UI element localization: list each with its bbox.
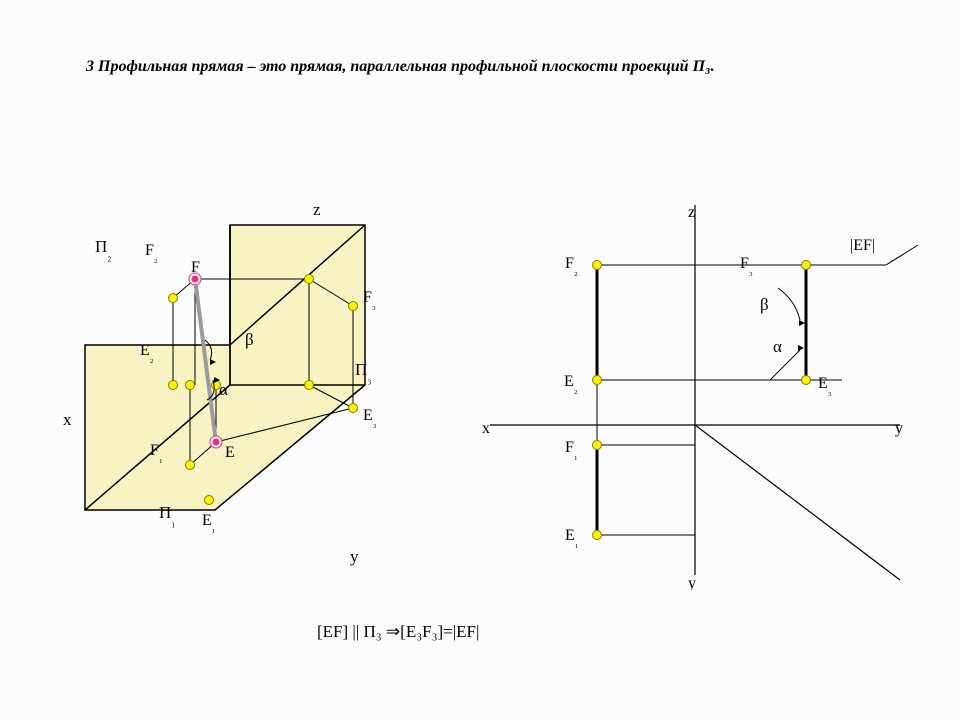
svg-text:|EF|: |EF| <box>850 237 875 254</box>
svg-text:x: x <box>63 410 72 429</box>
svg-text:E: E <box>225 444 235 461</box>
svg-text:F₁: F₁ <box>565 439 578 461</box>
svg-text:z: z <box>313 200 321 219</box>
svg-text:E₃: E₃ <box>363 407 377 429</box>
diagram-3d: F₂F₁E₁F₃E₃E₂FEβαzxyП₂П₃П₁ <box>55 180 425 590</box>
svg-text:E₁: E₁ <box>565 527 579 549</box>
svg-text:y: y <box>895 420 903 437</box>
svg-text:E₂: E₂ <box>564 373 578 395</box>
formula: [EF] || П₃ ⇒[E₃F₃]=|EF| <box>317 622 479 642</box>
svg-text:y: y <box>350 547 359 566</box>
diagram-epure: F₂ E₂ F₁ E₁ F₃ E₃ β α z x y y |EF| <box>470 190 930 590</box>
svg-text:П₂: П₂ <box>95 237 111 262</box>
svg-text:β: β <box>245 330 254 349</box>
svg-text:F₃: F₃ <box>740 255 753 277</box>
svg-text:z: z <box>688 204 695 221</box>
svg-text:y: y <box>688 575 696 590</box>
svg-text:F: F <box>191 259 200 276</box>
svg-text:E₃: E₃ <box>818 375 832 397</box>
svg-text:β: β <box>760 295 769 314</box>
title: 3 Профильная прямая – это прямая, паралл… <box>86 58 715 76</box>
svg-text:F₂: F₂ <box>145 242 158 264</box>
svg-text:α: α <box>773 337 782 356</box>
svg-text:α: α <box>219 380 228 399</box>
svg-text:F₂: F₂ <box>565 255 578 277</box>
svg-text:E₁: E₁ <box>202 512 216 534</box>
svg-text:x: x <box>482 420 490 437</box>
